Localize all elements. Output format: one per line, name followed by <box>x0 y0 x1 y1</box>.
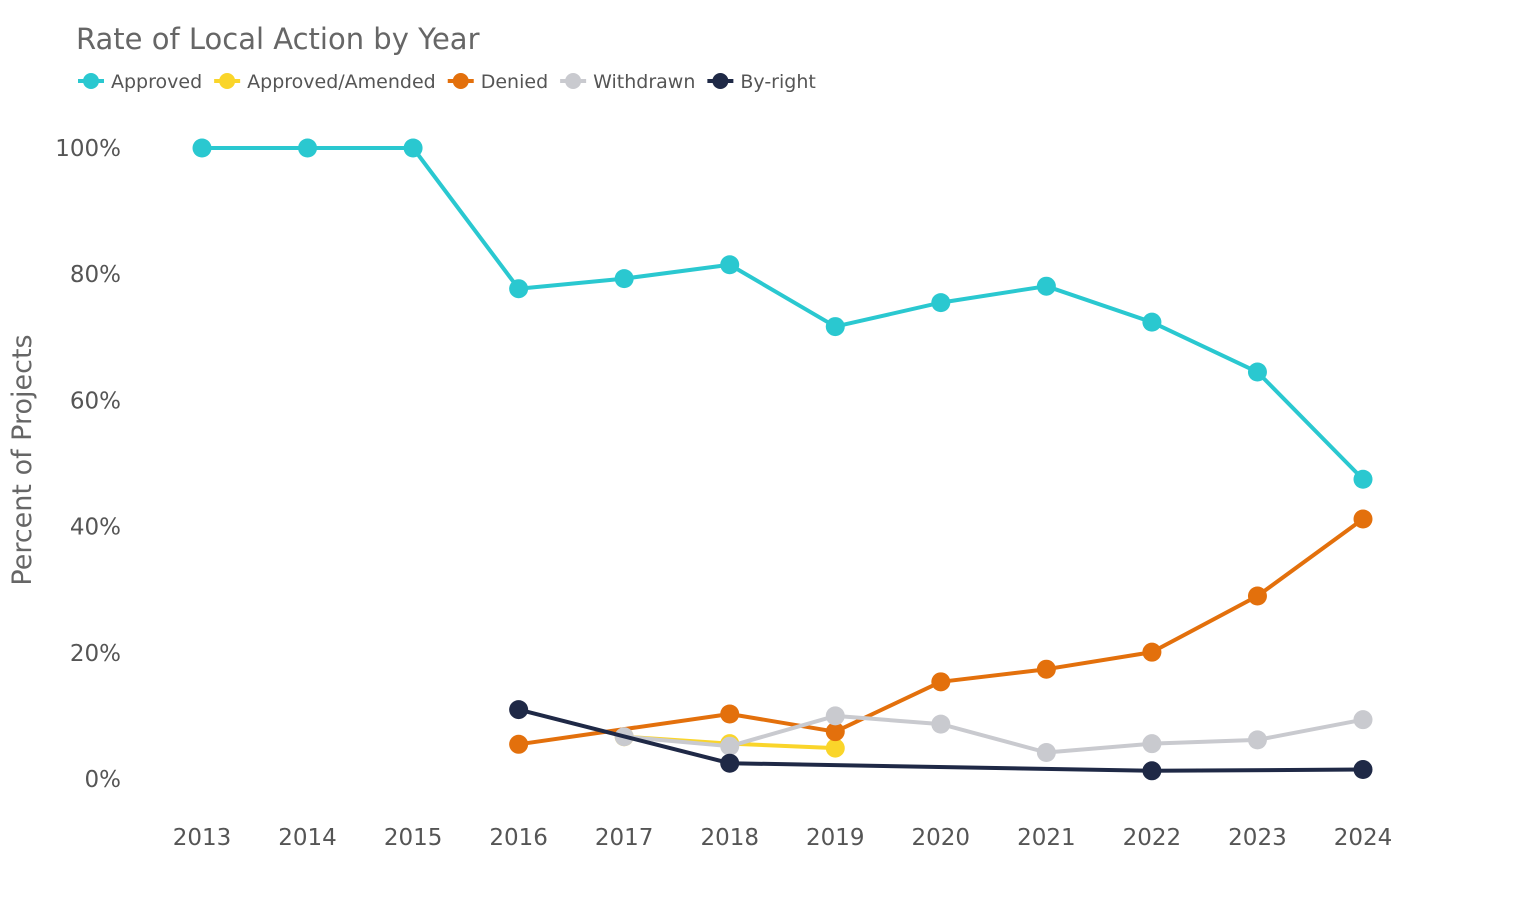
legend-swatch-marker <box>565 73 582 89</box>
y-axis-ticks: 0% 20% 40% 60% 80% 100% <box>55 136 121 793</box>
series-layer <box>192 138 1373 781</box>
data-point-by-right[interactable] <box>1142 761 1162 781</box>
y-tick-label: 20% <box>70 641 121 667</box>
data-point-approved-amended[interactable] <box>825 738 845 758</box>
data-point-approved[interactable] <box>1142 312 1162 332</box>
data-point-denied[interactable] <box>1247 586 1267 606</box>
data-point-withdrawn[interactable] <box>1036 742 1056 762</box>
x-tick-label: 2016 <box>489 825 548 851</box>
legend-label: By-right <box>740 71 815 93</box>
data-point-approved[interactable] <box>1247 362 1267 382</box>
legend-item-approved[interactable]: Approved <box>78 71 202 93</box>
legend-item-denied[interactable]: Denied <box>447 71 548 93</box>
legend-item-withdrawn[interactable]: Withdrawn <box>560 71 695 93</box>
data-point-denied[interactable] <box>825 722 845 742</box>
legend-label: Approved/Amended <box>247 71 436 93</box>
series-denied <box>509 509 1373 754</box>
data-point-by-right[interactable] <box>1353 760 1373 780</box>
legend-label: Denied <box>481 71 548 93</box>
data-point-withdrawn[interactable] <box>720 736 740 756</box>
series-withdrawn <box>614 706 1373 762</box>
x-tick-label: 2013 <box>173 825 232 851</box>
x-tick-label: 2014 <box>278 825 337 851</box>
legend-swatch-marker <box>452 73 469 89</box>
data-point-by-right[interactable] <box>720 753 740 773</box>
legend-item-by-right[interactable]: By-right <box>707 71 816 93</box>
x-tick-label: 2017 <box>595 825 654 851</box>
data-point-approved[interactable] <box>1353 469 1373 489</box>
data-point-denied[interactable] <box>931 672 951 692</box>
y-axis-title: Percent of Projects <box>7 334 38 585</box>
data-point-approved[interactable] <box>509 279 529 299</box>
x-tick-label: 2020 <box>912 825 971 851</box>
chart-title: Rate of Local Action by Year <box>76 22 480 56</box>
y-tick-label: 0% <box>85 767 122 793</box>
y-tick-label: 80% <box>70 262 121 288</box>
x-tick-label: 2024 <box>1334 825 1393 851</box>
data-point-approved[interactable] <box>298 138 318 158</box>
data-point-denied[interactable] <box>1142 642 1162 662</box>
data-point-denied[interactable] <box>1353 509 1373 529</box>
data-point-withdrawn[interactable] <box>1353 710 1373 730</box>
data-point-approved[interactable] <box>720 255 740 275</box>
x-tick-label: 2021 <box>1017 825 1076 851</box>
y-tick-label: 60% <box>70 388 121 414</box>
legend-swatch-marker <box>219 73 236 89</box>
data-point-approved[interactable] <box>825 317 845 337</box>
x-tick-label: 2019 <box>806 825 865 851</box>
data-point-withdrawn[interactable] <box>1142 734 1162 754</box>
series-approved <box>192 138 1373 489</box>
data-point-denied[interactable] <box>720 704 740 724</box>
series-line-approved <box>200 146 1365 482</box>
data-point-withdrawn[interactable] <box>825 706 845 726</box>
x-tick-label: 2023 <box>1228 825 1287 851</box>
data-point-denied[interactable] <box>509 734 529 754</box>
series-line-by-right <box>516 707 1365 773</box>
data-point-approved[interactable] <box>931 293 951 313</box>
x-axis-ticks: 2013 2014 2015 2016 2017 2018 2019 2020 2021 2022… <box>173 825 1393 851</box>
x-tick-label: 2022 <box>1123 825 1182 851</box>
series-line-denied <box>516 517 1365 747</box>
x-tick-label: 2018 <box>700 825 759 851</box>
legend-swatch-marker <box>712 73 729 89</box>
data-point-by-right[interactable] <box>509 700 529 720</box>
x-tick-label: 2015 <box>384 825 443 851</box>
legend-label: Withdrawn <box>593 71 695 93</box>
data-point-withdrawn[interactable] <box>931 714 951 734</box>
data-point-approved[interactable] <box>614 269 634 289</box>
data-point-denied[interactable] <box>1036 659 1056 679</box>
data-point-withdrawn[interactable] <box>1247 730 1267 750</box>
series-line-withdrawn <box>622 713 1365 755</box>
y-tick-label: 100% <box>55 136 121 162</box>
series-by-right <box>509 700 1373 781</box>
legend: Approved Approved/Amended Denied Withdrawn B… <box>78 71 816 93</box>
data-point-approved[interactable] <box>192 138 212 158</box>
y-tick-label: 40% <box>70 515 121 541</box>
data-point-approved[interactable] <box>403 138 423 158</box>
data-point-approved[interactable] <box>1036 276 1056 296</box>
legend-item-approved-amended[interactable]: Approved/Amended <box>214 71 436 93</box>
legend-label: Approved <box>111 71 202 93</box>
legend-swatch-marker <box>83 73 99 89</box>
